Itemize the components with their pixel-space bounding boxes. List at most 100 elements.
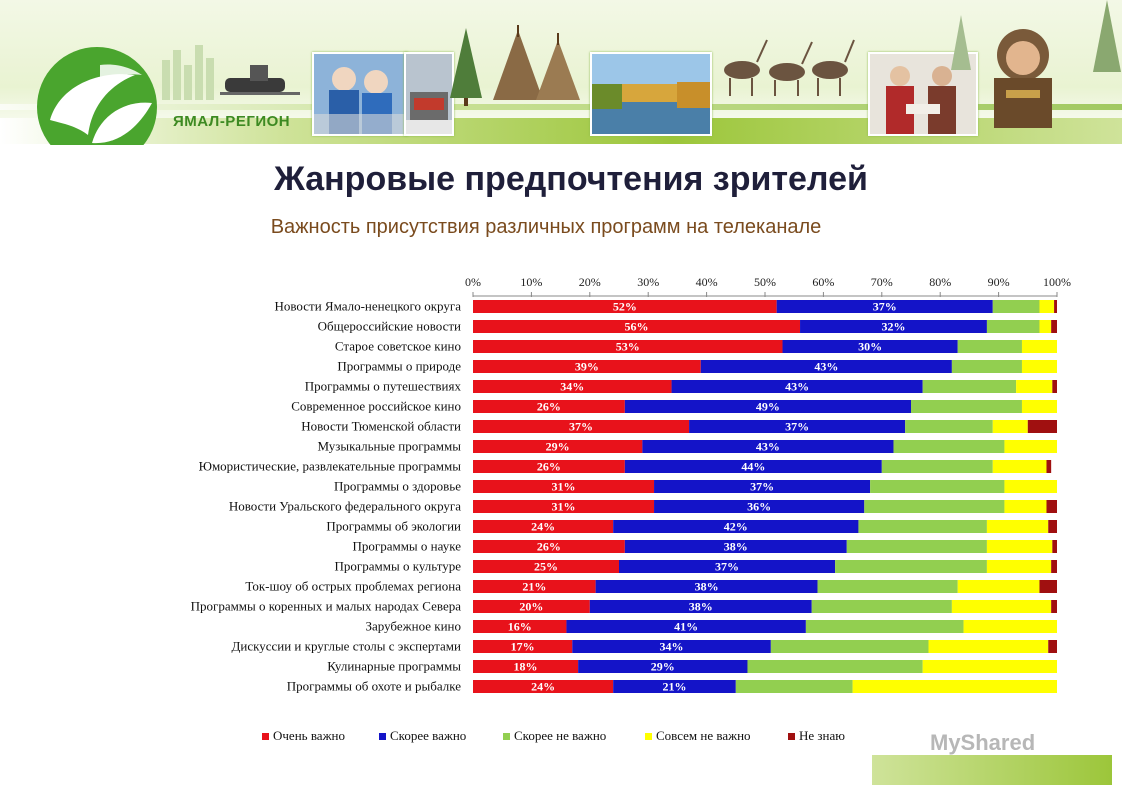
bar-segment [870, 480, 1005, 493]
category-label: Программы о природе [337, 359, 461, 374]
data-label: 26% [537, 540, 561, 554]
photo-reindeer [712, 30, 862, 100]
category-label: Программы о коренных и малых народах Сев… [191, 599, 462, 614]
bar-segment [735, 680, 853, 693]
data-label: 38% [689, 600, 713, 614]
tree-decoration [450, 28, 482, 106]
data-label: 21% [522, 580, 546, 594]
x-tick-label: 60% [812, 275, 834, 289]
data-label: 21% [662, 680, 686, 694]
bar-segment [1004, 480, 1057, 493]
bar-segment [613, 680, 736, 693]
data-label: 43% [814, 360, 838, 374]
bar-segment [817, 580, 958, 593]
category-label: Программы о путешествиях [305, 379, 462, 394]
data-label: 44% [741, 460, 765, 474]
bar-segment [473, 520, 614, 533]
bar-segment [473, 360, 701, 373]
bar-segment [992, 300, 1040, 313]
bar-segment [624, 540, 847, 553]
bar-segment [1004, 500, 1047, 513]
bar-segment [1016, 380, 1053, 393]
brand-name: ЯМАЛ-РЕГИОН [173, 113, 291, 130]
bar-segment [846, 540, 987, 553]
bar-segment [811, 600, 952, 613]
bar-segment [951, 600, 1052, 613]
bar-segment [928, 640, 1049, 653]
category-label: Общероссийские новости [318, 319, 461, 334]
page-title: Жанровые предпочтения зрителей [274, 160, 868, 198]
data-label: 38% [695, 580, 719, 594]
x-tick-label: 100% [1043, 275, 1071, 289]
bar-segment [572, 640, 771, 653]
bar-segment [654, 480, 871, 493]
x-axis-ticks: 0% 10% 20% 30% 40% 50% 60% 70% 80% 90% 100% [465, 275, 1071, 289]
data-label: 34% [560, 380, 584, 394]
category-label: Программы об охоте и рыбалке [287, 679, 461, 694]
bar-segment [473, 480, 655, 493]
header-stripe-top [0, 104, 1122, 110]
bar-segment [473, 580, 596, 593]
bar-segment [986, 560, 1052, 573]
legend-label: Скорее важно [390, 728, 466, 743]
bar-segment [1039, 320, 1052, 333]
data-label: 56% [625, 320, 649, 334]
bar-segment [473, 500, 655, 513]
bar-segment [473, 620, 567, 633]
x-tick-label: 30% [637, 275, 659, 289]
bar-segment [1004, 440, 1057, 453]
bar-segment [770, 640, 929, 653]
data-label: 34% [660, 640, 684, 654]
data-label: 18% [514, 660, 538, 674]
data-label: 32% [881, 320, 905, 334]
bar-segment [473, 540, 625, 553]
bar-segment [700, 360, 952, 373]
data-label: 30% [858, 340, 882, 354]
category-labels: Новости Ямало-ненецкого округа Общероссий… [191, 299, 462, 694]
data-label: 37% [715, 560, 739, 574]
bar-segment [963, 620, 1057, 633]
data-label: 37% [785, 420, 809, 434]
data-label: 52% [613, 300, 637, 314]
bar-segment [800, 320, 987, 333]
bar-segment [1048, 520, 1057, 533]
page-subtitle: Важность присутствия различных программ … [270, 216, 822, 238]
data-label: 29% [546, 440, 570, 454]
category-label: Новости Ямало-ненецкого округа [274, 299, 461, 314]
bar-segment [893, 440, 1005, 453]
photo-people-blue [312, 52, 408, 136]
bar-segment [1048, 640, 1057, 653]
bar-segment [566, 620, 806, 633]
bar-segment [473, 640, 573, 653]
category-label: Ток-шоу об острых проблемах региона [245, 579, 461, 594]
bar-segment [578, 660, 748, 673]
category-label: Старое советское кино [335, 339, 461, 354]
bar-segment [473, 420, 690, 433]
legend-label: Очень важно [273, 728, 345, 743]
bar-segment [782, 340, 958, 353]
data-label: 31% [552, 480, 576, 494]
bar-segment [986, 520, 1049, 533]
category-label: Дискуссии и круглые столы с экспертами [232, 639, 462, 654]
bar-segment [922, 380, 1017, 393]
bar-segment [1052, 380, 1057, 393]
bar-segment [613, 520, 859, 533]
x-tick-label: 70% [871, 275, 893, 289]
yamal-region-logo-icon [37, 47, 157, 145]
x-tick-label: 80% [929, 275, 951, 289]
tree-decoration [1093, 0, 1121, 72]
bar-segment [595, 580, 818, 593]
category-label: Новости Уральского федерального округа [229, 499, 461, 514]
bar-segment [473, 600, 590, 613]
bar-segment [957, 340, 1022, 353]
bar-segment [473, 460, 625, 473]
bar-segment [619, 560, 836, 573]
legend-swatch [645, 733, 652, 740]
category-label: Музыкальные программы [318, 439, 462, 454]
category-label: Новости Тюменской области [301, 419, 461, 434]
bar-segment [951, 360, 1022, 373]
legend-swatch [503, 733, 510, 740]
bar-segment [776, 300, 993, 313]
bar-segment [992, 420, 1028, 433]
bar-segment [852, 680, 1057, 693]
